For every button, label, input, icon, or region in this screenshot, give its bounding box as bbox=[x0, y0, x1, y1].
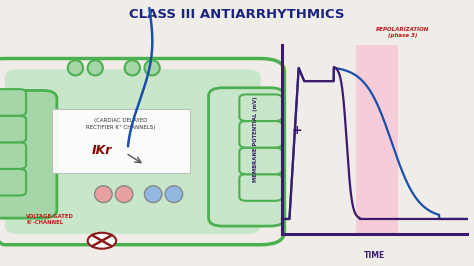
Text: VOLTAGE-GATED
K⁺-CHANNEL: VOLTAGE-GATED K⁺-CHANNEL bbox=[26, 214, 74, 225]
Text: MEMBRANE POTENTIAL (mV): MEMBRANE POTENTIAL (mV) bbox=[254, 97, 258, 182]
Ellipse shape bbox=[145, 60, 160, 76]
Ellipse shape bbox=[125, 60, 140, 76]
FancyBboxPatch shape bbox=[0, 169, 26, 196]
Text: +: + bbox=[292, 124, 302, 137]
FancyBboxPatch shape bbox=[0, 116, 26, 142]
FancyBboxPatch shape bbox=[239, 94, 282, 121]
FancyBboxPatch shape bbox=[0, 90, 57, 218]
FancyBboxPatch shape bbox=[239, 121, 282, 148]
Ellipse shape bbox=[68, 60, 83, 76]
FancyBboxPatch shape bbox=[0, 89, 26, 116]
Bar bbox=[356, 45, 398, 234]
Ellipse shape bbox=[95, 186, 112, 203]
Text: (CARDIAC DELAYED
RECTIFIER K⁺ CHANNELS): (CARDIAC DELAYED RECTIFIER K⁺ CHANNELS) bbox=[86, 118, 155, 130]
Ellipse shape bbox=[145, 186, 162, 203]
Ellipse shape bbox=[115, 186, 133, 203]
Ellipse shape bbox=[165, 186, 182, 203]
FancyBboxPatch shape bbox=[52, 109, 190, 173]
Text: IKr: IKr bbox=[92, 144, 112, 157]
FancyBboxPatch shape bbox=[0, 142, 26, 169]
FancyBboxPatch shape bbox=[239, 148, 282, 174]
Text: REPOLARIZATION
(phase 3): REPOLARIZATION (phase 3) bbox=[376, 27, 429, 38]
Ellipse shape bbox=[88, 60, 103, 76]
Circle shape bbox=[88, 233, 116, 249]
FancyBboxPatch shape bbox=[209, 88, 284, 226]
FancyBboxPatch shape bbox=[239, 174, 282, 201]
FancyBboxPatch shape bbox=[5, 69, 261, 234]
Text: TIME: TIME bbox=[364, 251, 385, 260]
Text: CLASS III ANTIARRHYTHMICS: CLASS III ANTIARRHYTHMICS bbox=[129, 8, 345, 21]
